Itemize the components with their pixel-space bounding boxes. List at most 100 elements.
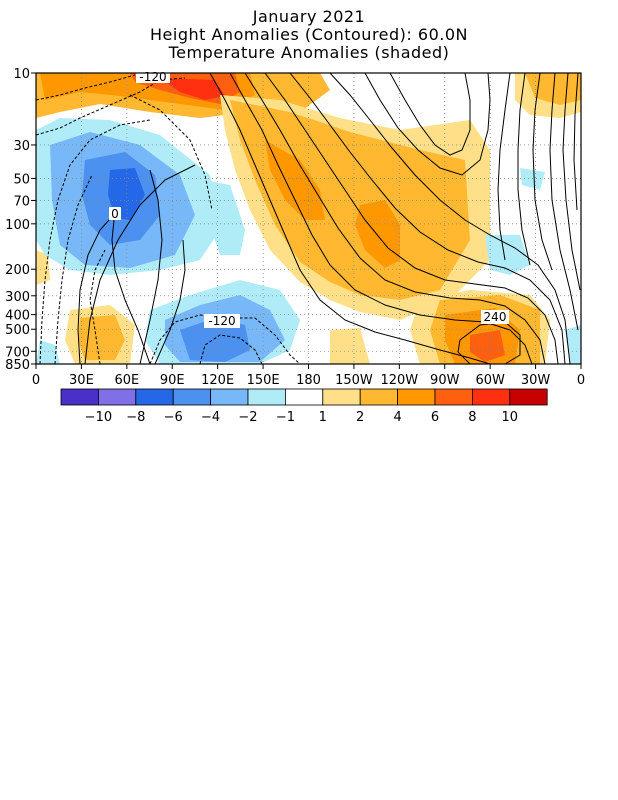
cold-region-center-top bbox=[205, 180, 245, 255]
y-tick-label: 200 bbox=[5, 263, 30, 278]
x-tick-label: 120W bbox=[380, 373, 418, 388]
colorbar-label: −1 bbox=[276, 410, 295, 425]
y-tick-label: 700 bbox=[5, 345, 30, 360]
warm-region-topleft-max bbox=[160, 78, 225, 100]
colorbar-swatch bbox=[98, 388, 137, 406]
cold-region-right-top bbox=[520, 168, 545, 190]
x-tick-label: 0 bbox=[32, 373, 40, 388]
contour-loop-8 bbox=[573, 73, 579, 211]
cold-region-bottom-edge bbox=[36, 340, 60, 364]
colorbar: −10 −8 −6 −4 −2 −1 1 2 4 6 8 10 bbox=[60, 388, 548, 425]
colorbar-swatch bbox=[60, 388, 99, 406]
warm-region-diagonal-inner2 bbox=[355, 200, 400, 268]
colorbar-swatch bbox=[284, 388, 324, 406]
x-tick-label: 0 bbox=[577, 373, 585, 388]
warm-region-bottomright-hot bbox=[470, 330, 505, 362]
warm-region-diagonal-inner bbox=[265, 140, 325, 220]
colorbar-label: −6 bbox=[164, 410, 183, 425]
colorbar-swatch bbox=[509, 388, 548, 406]
colorbar-label: 2 bbox=[356, 410, 364, 425]
contour-negative-7 bbox=[199, 334, 263, 364]
y-tick-label: 500 bbox=[5, 323, 30, 338]
contour-negative-1 bbox=[39, 119, 151, 364]
x-tick-label: 150E bbox=[247, 373, 280, 388]
colorbar-label: −8 bbox=[126, 410, 145, 425]
contour-loop-6 bbox=[549, 73, 579, 331]
contour-negative-8 bbox=[89, 249, 106, 364]
contour-label-4: 240 bbox=[484, 310, 507, 324]
contour-loop-7 bbox=[562, 73, 581, 291]
x-tick-label: 120E bbox=[201, 373, 234, 388]
x-tick-label: 60W bbox=[475, 373, 505, 388]
x-tick-label: 30E bbox=[69, 373, 94, 388]
colorbar-label: −4 bbox=[201, 410, 220, 425]
warm-region-midbottom bbox=[330, 328, 370, 364]
contour-loop-3 bbox=[497, 73, 511, 261]
contour-zero-1 bbox=[111, 209, 151, 364]
contour-positive-1 bbox=[84, 164, 196, 364]
x-tick-label: 60E bbox=[114, 373, 139, 388]
contour-sweep-6 bbox=[329, 73, 571, 364]
colorbar-swatch bbox=[397, 388, 436, 406]
colorbar-swatch bbox=[322, 388, 361, 406]
height-contours bbox=[36, 73, 581, 364]
colorbar-swatch bbox=[135, 388, 174, 406]
colorbar-label: −2 bbox=[238, 410, 257, 425]
colorbar-label: 4 bbox=[393, 410, 401, 425]
x-axis: 0 30E 60E 90E 120E 150E 180 150W 120W 90W 60W 30W 0 bbox=[32, 364, 585, 388]
y-tick-label: 30 bbox=[13, 139, 30, 154]
contour-loop-1 bbox=[389, 73, 471, 156]
contour-label-3: -120 bbox=[208, 314, 235, 328]
colorbar-label: −10 bbox=[85, 410, 112, 425]
colorbar-swatch bbox=[434, 388, 473, 406]
contour-label-1: -120 bbox=[139, 70, 166, 84]
x-tick-label: 180 bbox=[296, 373, 321, 388]
contour-positive-2 bbox=[139, 169, 163, 364]
contour-sweep-3 bbox=[244, 73, 546, 364]
colorbar-swatch bbox=[172, 388, 211, 406]
y-tick-label: 10 bbox=[13, 67, 30, 82]
chart-subtitle-temperature: Temperature Anomalies (shaded) bbox=[168, 43, 450, 62]
cold-region-right bbox=[485, 235, 530, 275]
contour-label-box-3 bbox=[204, 314, 240, 328]
y-tick-label: 100 bbox=[5, 218, 30, 233]
contour-label-box-4 bbox=[481, 310, 509, 324]
contour-negative-5 bbox=[129, 94, 213, 211]
y-tick-label: 50 bbox=[13, 172, 30, 187]
x-tick-label: 30W bbox=[521, 373, 551, 388]
chart-subtitle-height: Height Anomalies (Contoured): 60.0N bbox=[150, 25, 468, 44]
x-tick-label: 150W bbox=[335, 373, 373, 388]
contour-sweep-1 bbox=[209, 73, 491, 364]
contour-sweep-2 bbox=[229, 73, 533, 364]
contour-positive-3 bbox=[154, 239, 186, 364]
colorbar-label: 6 bbox=[431, 410, 439, 425]
contour-label-box-2 bbox=[109, 207, 121, 220]
y-tick-label: 300 bbox=[5, 290, 30, 305]
x-tick-label: 90E bbox=[160, 373, 185, 388]
colorbar-swatch bbox=[247, 388, 286, 406]
colorbar-swatch bbox=[210, 388, 249, 406]
contour-sweep-4 bbox=[264, 73, 559, 364]
colorbar-label: 8 bbox=[468, 410, 476, 425]
warm-region-farleft bbox=[36, 250, 50, 285]
warm-region-diagonal-core bbox=[230, 100, 470, 300]
contour-negative-4 bbox=[36, 74, 136, 101]
chart-title: January 2021 bbox=[252, 7, 366, 26]
y-tick-label: 850 bbox=[5, 358, 30, 373]
y-tick-label: 70 bbox=[13, 194, 30, 209]
contour-negative-2 bbox=[54, 174, 93, 364]
colorbar-swatch bbox=[471, 388, 511, 406]
colorbar-swatch bbox=[359, 388, 399, 406]
contour-label-2: 0 bbox=[111, 207, 119, 221]
contour-zero-2 bbox=[77, 209, 119, 364]
x-tick-label: 90W bbox=[430, 373, 460, 388]
contour-sweep-5 bbox=[289, 73, 566, 364]
contour-loop-5 bbox=[532, 73, 553, 271]
colorbar-label: 1 bbox=[319, 410, 327, 425]
chart-titles: January 2021 Height Anomalies (Contoured… bbox=[0, 8, 618, 62]
colorbar-label: 10 bbox=[502, 410, 519, 425]
contour-loop-2 bbox=[364, 73, 491, 176]
contour-loop-4 bbox=[517, 73, 531, 266]
